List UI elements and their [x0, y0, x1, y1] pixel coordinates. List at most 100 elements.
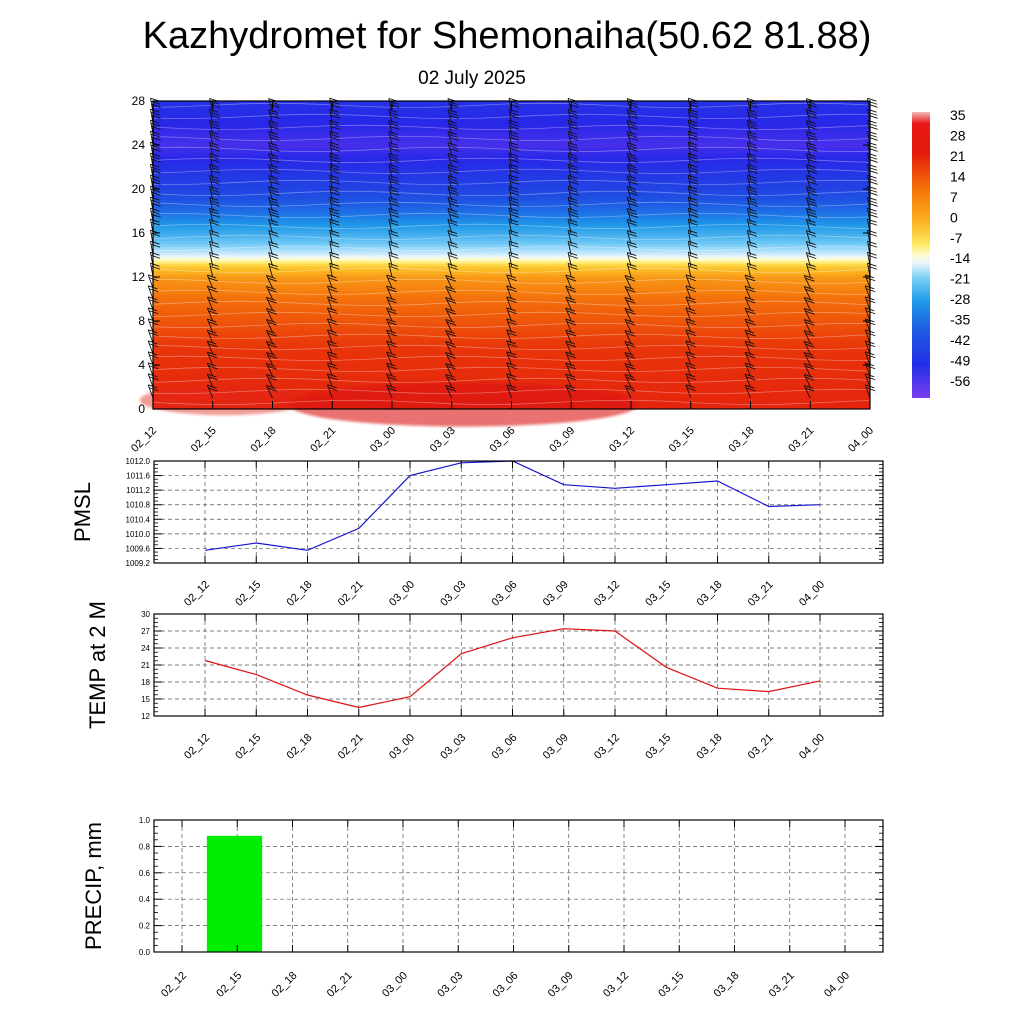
wind-barb-feather: [447, 120, 458, 124]
wind-barb-feather: [748, 125, 758, 130]
heatmap-band: [153, 367, 870, 371]
wind-barb-staff: [268, 153, 273, 168]
x-tick-label: 04_00: [822, 970, 852, 1000]
wind-barb-feather: [567, 152, 578, 157]
wind-barb-staff: [388, 164, 393, 179]
wind-barb-staff: [209, 219, 214, 234]
y-tick-label: 1010.8: [126, 501, 151, 510]
wind-barb-feather: [807, 104, 818, 108]
wind-barb-staff: [445, 352, 453, 366]
wind-barb-feather: [804, 340, 814, 345]
heatmap-band: [153, 372, 870, 377]
wind-barb-feather: [866, 277, 876, 282]
wind-barb-staff: [685, 285, 692, 300]
wind-barb-feather: [210, 177, 220, 182]
x-tick-label: 02_15: [189, 425, 219, 455]
heatmap-band: [153, 312, 870, 316]
colorbar: 35 28 21 14 7 0 -7 -14 -21 -28 -35 -42 -49 -56: [912, 107, 970, 398]
heatmap-band: [153, 271, 870, 275]
plot-frame: [153, 460, 884, 564]
wind-barb-feather: [566, 299, 577, 304]
y-tick-label: 1009.2: [126, 559, 151, 568]
wind-barb-feather: [686, 288, 697, 293]
heatmap-band: [153, 268, 870, 272]
wind-barb-feather: [149, 343, 159, 348]
heatmap-band: [153, 353, 870, 358]
wind-barb-feather: [446, 354, 457, 359]
wind-barb-feather: [207, 329, 217, 334]
grid: [154, 820, 883, 952]
wind-barb-feather: [569, 158, 579, 163]
wind-barb-staff: [803, 297, 811, 311]
wind-barb-staff: [803, 374, 811, 388]
wind-barb-staff: [388, 241, 393, 256]
wind-barb-feather: [627, 222, 638, 226]
wind-barb-staff: [388, 197, 393, 212]
wind-barb-feather: [446, 321, 457, 326]
wind-barb-staff: [746, 142, 751, 157]
wind-barb-feather: [627, 255, 638, 259]
contour-line: [152, 113, 871, 120]
wind-barb-feather: [624, 296, 635, 301]
wind-barb-feather: [269, 101, 279, 105]
wind-barb-feather: [509, 125, 520, 130]
wind-barb-feather: [688, 232, 698, 237]
wind-barb-feather: [210, 169, 221, 174]
wind-barb-feather: [688, 251, 698, 256]
wind-barb-feather: [866, 288, 876, 293]
wind-barb-feather: [628, 170, 638, 174]
wind-barb-feather: [447, 109, 458, 113]
x-tick-label: 03_15: [643, 732, 673, 762]
wind-barb-staff: [626, 252, 632, 267]
wind-barb-feather: [568, 122, 578, 127]
wind-barb-feather: [867, 207, 877, 212]
wind-barb-feather: [268, 219, 278, 223]
wind-barb-feather: [389, 144, 399, 149]
wind-barb-feather: [688, 122, 698, 127]
wind-barb-staff: [327, 274, 333, 289]
wind-barb-feather: [748, 158, 758, 163]
y-tick-label: 15: [141, 695, 150, 704]
wind-barb-feather: [565, 362, 575, 367]
wind-barb-staff: [805, 120, 811, 135]
wind-barb-staff: [206, 307, 214, 322]
wind-barb-feather: [567, 251, 578, 256]
wind-barb-feather: [330, 191, 340, 196]
wind-barb-feather: [747, 265, 758, 270]
pmsl-panel: 1009.2 1009.6 1010.0 1010.4 1010.8 1011.2 1011…: [70, 457, 884, 609]
wind-barb-staff: [388, 153, 393, 168]
wind-barb-staff: [744, 329, 751, 344]
wind-barb-feather: [210, 232, 220, 237]
wind-barb-feather: [445, 384, 455, 389]
wind-barb-staff: [445, 297, 453, 311]
wind-barb-feather: [686, 277, 697, 282]
wind-barb-staff: [685, 340, 692, 355]
wind-barb-feather: [509, 213, 520, 218]
wind-barb-feather: [208, 354, 218, 359]
wind-barb-staff: [266, 385, 273, 399]
wind-barb-feather: [270, 203, 280, 207]
wind-barb-staff: [447, 153, 453, 168]
wind-barb-feather: [744, 307, 755, 312]
wind-barb-staff: [508, 208, 512, 223]
wind-barb-staff: [805, 186, 811, 201]
wind-barb-feather: [804, 384, 814, 389]
wind-barb-feather: [566, 288, 577, 293]
wind-barb-feather: [330, 125, 340, 130]
x-tick-label: 03_12: [607, 425, 637, 455]
wind-barb-feather: [628, 137, 638, 141]
wind-barb-staff: [209, 186, 214, 201]
wind-barb-feather: [329, 229, 339, 234]
y-tick-label: 0.6: [139, 869, 151, 878]
wind-barb-staff: [447, 109, 453, 124]
wind-barb-feather: [150, 152, 160, 157]
wind-barb-feather: [150, 108, 160, 113]
wind-barb-feather: [626, 365, 636, 370]
wind-barb-feather: [267, 376, 277, 381]
wind-barb-staff: [266, 286, 273, 300]
wind-barb-feather: [866, 343, 876, 348]
x-tick-label: 02_12: [182, 579, 212, 609]
wind-barb-staff: [746, 197, 751, 212]
wind-barb-staff: [864, 307, 871, 322]
wind-barb-feather: [509, 243, 519, 248]
